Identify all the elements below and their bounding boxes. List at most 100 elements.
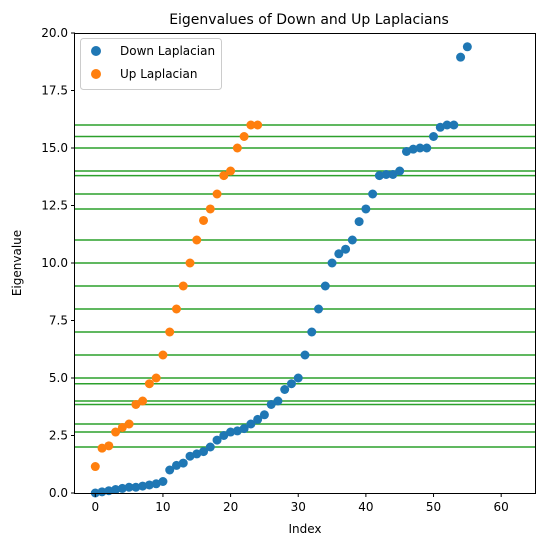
point-down-laplacian-43	[381, 169, 391, 179]
legend-label-down-laplacian: Down Laplacian	[120, 44, 215, 58]
point-up-laplacian-16	[199, 215, 209, 225]
x-tick-label-1: 10	[155, 500, 170, 514]
point-up-laplacian-2	[104, 441, 114, 451]
legend-label-up-laplacian: Up Laplacian	[120, 67, 197, 81]
y-tick-label-3: 7.5	[49, 314, 68, 328]
point-up-laplacian-13	[178, 281, 188, 291]
point-down-laplacian-30	[293, 373, 303, 383]
point-up-laplacian-17	[205, 204, 215, 214]
point-down-laplacian-26	[266, 399, 276, 409]
x-tick-label-6: 60	[494, 500, 509, 514]
x-tick-label-5: 50	[426, 500, 441, 514]
point-down-laplacian-36	[334, 249, 344, 259]
y-tick-label-2: 5.0	[49, 371, 68, 385]
point-up-laplacian-8	[144, 379, 154, 389]
y-tick-label-8: 20.0	[41, 26, 68, 40]
point-down-laplacian-9	[151, 479, 161, 489]
point-up-laplacian-15	[192, 235, 202, 245]
point-down-laplacian-42	[374, 171, 384, 181]
point-up-laplacian-23	[246, 120, 256, 130]
point-up-laplacian-3	[111, 427, 121, 437]
point-down-laplacian-31	[300, 350, 310, 360]
point-down-laplacian-50	[429, 132, 439, 141]
point-up-laplacian-14	[185, 258, 195, 268]
point-down-laplacian-47	[408, 144, 418, 154]
point-down-laplacian-4	[117, 483, 127, 493]
x-tick-label-4: 40	[358, 500, 373, 514]
point-down-laplacian-22	[239, 424, 249, 434]
y-tick-label-0: 0.0	[49, 486, 68, 500]
point-up-laplacian-19	[219, 171, 229, 181]
point-down-laplacian-35	[327, 258, 337, 268]
point-down-laplacian-17	[205, 442, 215, 452]
point-down-laplacian-2	[104, 486, 114, 496]
y-axis-ticks: 0.0 2.5 5.0 7.5 10.0 12.5 15.0 17.5 20.0	[41, 26, 75, 500]
point-down-laplacian-14	[185, 451, 195, 461]
point-down-laplacian-16	[199, 447, 209, 457]
legend-marker-up-laplacian	[91, 69, 101, 79]
point-down-laplacian-46	[401, 146, 411, 156]
legend: Down Laplacian Up Laplacian	[80, 38, 222, 90]
point-down-laplacian-39	[354, 217, 364, 227]
point-down-laplacian-7	[138, 481, 148, 491]
point-down-laplacian-3	[111, 485, 121, 495]
point-up-laplacian-12	[171, 304, 181, 314]
point-up-laplacian-21	[232, 143, 242, 153]
point-down-laplacian-20	[226, 427, 236, 437]
point-up-laplacian-0	[90, 462, 100, 472]
y-tick-label-7: 17.5	[41, 84, 68, 98]
x-tick-label-3: 30	[291, 500, 306, 514]
point-down-laplacian-54	[456, 52, 466, 62]
point-up-laplacian-20	[226, 166, 236, 176]
point-down-laplacian-25	[259, 410, 269, 420]
y-tick-label-1: 2.5	[49, 429, 68, 443]
plot-frame	[74, 33, 536, 494]
x-tick-label-2: 20	[223, 500, 238, 514]
x-tick-label-0: 0	[91, 500, 99, 514]
point-down-laplacian-11	[165, 465, 175, 475]
point-down-laplacian-15	[192, 449, 202, 459]
point-down-laplacian-23	[246, 419, 256, 429]
point-up-laplacian-24	[253, 120, 263, 130]
legend-marker-down-laplacian	[91, 46, 101, 56]
point-down-laplacian-18	[212, 435, 222, 445]
point-down-laplacian-19	[219, 431, 229, 440]
x-axis-ticks: 0 10 20 30 40 50 60	[91, 493, 509, 514]
point-down-laplacian-28	[280, 385, 290, 394]
legend-box	[80, 38, 222, 90]
point-up-laplacian-5	[124, 419, 134, 429]
point-down-laplacian-21	[232, 426, 242, 436]
point-down-laplacian-40	[361, 204, 371, 214]
point-up-laplacian-9	[151, 373, 161, 383]
point-down-laplacian-37	[341, 244, 351, 254]
point-down-laplacian-12	[171, 460, 181, 470]
x-axis-label: Index	[288, 522, 321, 536]
point-up-laplacian-7	[138, 396, 148, 406]
point-down-laplacian-27	[273, 396, 283, 406]
point-up-laplacian-10	[158, 350, 168, 360]
point-down-laplacian-34	[320, 281, 330, 291]
point-down-laplacian-49	[422, 143, 432, 153]
point-up-laplacian-11	[165, 327, 175, 337]
point-up-laplacian-6	[131, 399, 141, 409]
point-down-laplacian-48	[415, 143, 425, 153]
point-down-laplacian-38	[347, 235, 357, 245]
point-down-laplacian-1	[97, 487, 107, 497]
point-up-laplacian-22	[239, 132, 249, 141]
y-tick-label-5: 12.5	[41, 199, 68, 213]
point-down-laplacian-52	[442, 120, 452, 130]
data-points	[90, 42, 472, 498]
point-up-laplacian-1	[97, 443, 107, 453]
point-down-laplacian-32	[307, 327, 317, 337]
point-down-laplacian-5	[124, 482, 134, 492]
point-down-laplacian-13	[178, 458, 188, 468]
point-down-laplacian-24	[253, 414, 263, 424]
point-down-laplacian-51	[435, 122, 445, 132]
point-down-laplacian-33	[314, 304, 324, 314]
point-down-laplacian-55	[462, 42, 472, 52]
point-down-laplacian-8	[144, 480, 154, 490]
chart-title: Eigenvalues of Down and Up Laplacians	[169, 12, 449, 28]
point-up-laplacian-4	[117, 422, 127, 432]
y-tick-label-6: 15.0	[41, 141, 68, 155]
